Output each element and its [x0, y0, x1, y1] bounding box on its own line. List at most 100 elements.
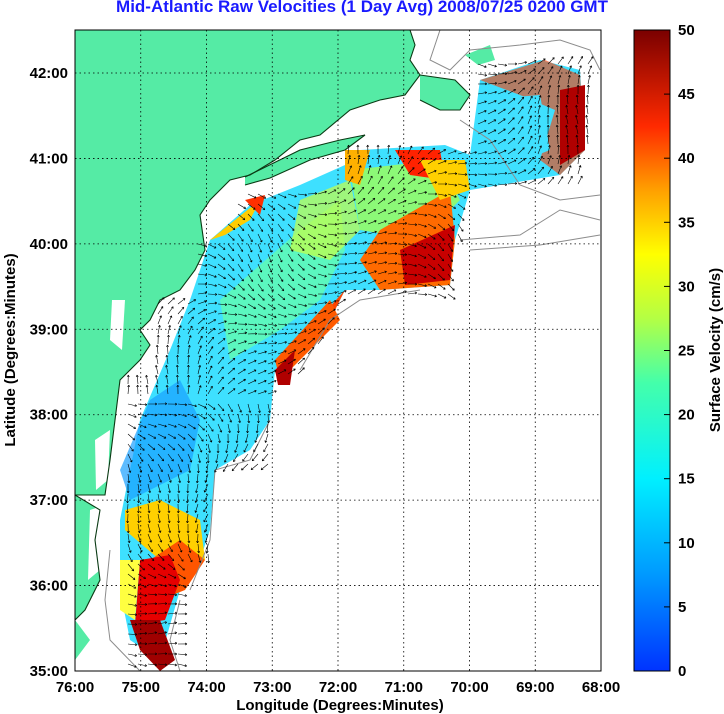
- velocity-arrow: [317, 190, 327, 195]
- velocity-arrow: [387, 252, 398, 255]
- velocity-arrow: [586, 94, 589, 105]
- velocity-arrow: [137, 573, 146, 579]
- velocity-arrow: [297, 203, 307, 208]
- velocity-arrow: [227, 293, 237, 299]
- velocity-arrow: [337, 281, 348, 285]
- velocity-arrow: [257, 332, 268, 336]
- velocity-arrow: [147, 663, 158, 667]
- velocity-arrow: [537, 155, 543, 165]
- map-title: Mid-Atlantic Raw Velocities (1 Day Avg) …: [116, 0, 608, 16]
- velocity-arrow: [247, 313, 257, 318]
- velocity-arrow: [407, 253, 417, 258]
- colorbar-tick-label: 30: [678, 278, 695, 295]
- velocity-arrow: [250, 463, 259, 471]
- velocity-arrow: [147, 473, 152, 483]
- velocity-arrow: [447, 223, 455, 232]
- velocity-arrow: [147, 503, 151, 514]
- velocity-arrow: [357, 288, 366, 295]
- velocity-arrow: [407, 233, 418, 237]
- y-axis-label: Latitude (Degrees:Minutes): [2, 253, 19, 446]
- velocity-arrow: [197, 433, 204, 442]
- velocity-arrow: [457, 173, 468, 176]
- velocity-arrow: [267, 413, 270, 424]
- velocity-arrow: [247, 193, 257, 199]
- velocity-arrow: [207, 553, 210, 564]
- velocity-arrow: [167, 563, 176, 570]
- velocity-arrow: [187, 307, 196, 315]
- velocity-arrow: [307, 293, 317, 297]
- velocity-arrow: [195, 523, 199, 534]
- velocity-arrow: [297, 253, 305, 261]
- velocity-arrow: [203, 503, 209, 513]
- velocity-arrow: [307, 233, 316, 240]
- velocity-arrow: [227, 423, 231, 434]
- velocity-arrow: [145, 374, 149, 385]
- colorbar-tick-label: 20: [678, 407, 695, 424]
- velocity-arrow: [267, 323, 278, 327]
- velocity-arrow: [337, 199, 347, 205]
- velocity-arrow: [197, 413, 206, 420]
- velocity-arrow: [377, 270, 387, 275]
- velocity-arrow: [585, 114, 589, 125]
- velocity-arrow: [257, 360, 267, 365]
- velocity-arrow: [457, 150, 467, 155]
- velocity-arrow: [565, 94, 569, 105]
- velocity-arrow: [217, 273, 226, 280]
- velocity-arrow: [567, 175, 573, 185]
- velocity-arrow: [287, 293, 296, 300]
- velocity-arrow: [546, 104, 550, 115]
- velocity-arrow: [157, 543, 164, 552]
- velocity-arrow: [297, 243, 305, 251]
- velocity-arrow: [237, 413, 241, 423]
- velocity-arrow: [207, 283, 217, 287]
- velocity-arrow: [167, 533, 172, 543]
- velocity-arrow: [257, 379, 267, 385]
- velocity-arrow: [187, 433, 195, 441]
- velocity-arrow: [127, 453, 133, 463]
- velocity-arrow: [487, 150, 497, 155]
- velocity-arrow: [537, 85, 543, 95]
- velocity-arrow: [547, 94, 551, 105]
- velocity-arrow: [167, 593, 178, 597]
- velocity-arrow: [137, 642, 148, 646]
- velocity-arrow: [267, 263, 273, 273]
- velocity-arrow: [287, 223, 295, 231]
- velocity-arrow: [447, 293, 456, 300]
- velocity-arrow: [317, 327, 325, 335]
- velocity-arrow: [247, 233, 253, 243]
- velocity-arrow: [337, 290, 347, 295]
- velocity-arrow: [317, 283, 328, 287]
- velocity-arrow: [317, 223, 327, 228]
- velocity-arrow: [237, 233, 244, 242]
- velocity-arrow: [257, 413, 260, 424]
- velocity-arrow: [264, 433, 269, 443]
- velocity-arrow: [186, 483, 190, 494]
- velocity-arrow: [197, 543, 201, 554]
- velocity-arrow: [237, 378, 246, 385]
- velocity-arrow: [267, 360, 277, 365]
- velocity-arrow: [367, 270, 377, 275]
- velocity-arrow: [187, 374, 190, 385]
- velocity-arrow: [337, 188, 346, 195]
- velocity-arrow: [437, 213, 446, 220]
- velocity-arrow: [337, 298, 346, 305]
- colorbar-tick-label: 5: [678, 599, 686, 616]
- velocity-arrow: [127, 603, 138, 607]
- velocity-arrow: [207, 413, 215, 421]
- velocity-arrow: [387, 187, 395, 195]
- velocity-arrow: [447, 161, 457, 165]
- velocity-arrow: [126, 503, 129, 514]
- velocity-arrow: [167, 663, 178, 667]
- velocity-arrow: [377, 261, 388, 265]
- velocity-arrow: [247, 413, 251, 424]
- velocity-arrow: [243, 443, 249, 453]
- velocity-arrow: [297, 193, 308, 197]
- velocity-arrow: [307, 273, 317, 279]
- velocity-arrow: [197, 345, 202, 355]
- velocity-arrow: [337, 272, 348, 275]
- velocity-arrow: [157, 473, 162, 483]
- velocity-arrow: [307, 302, 318, 306]
- velocity-arrow: [337, 232, 348, 236]
- velocity-arrow: [167, 334, 170, 345]
